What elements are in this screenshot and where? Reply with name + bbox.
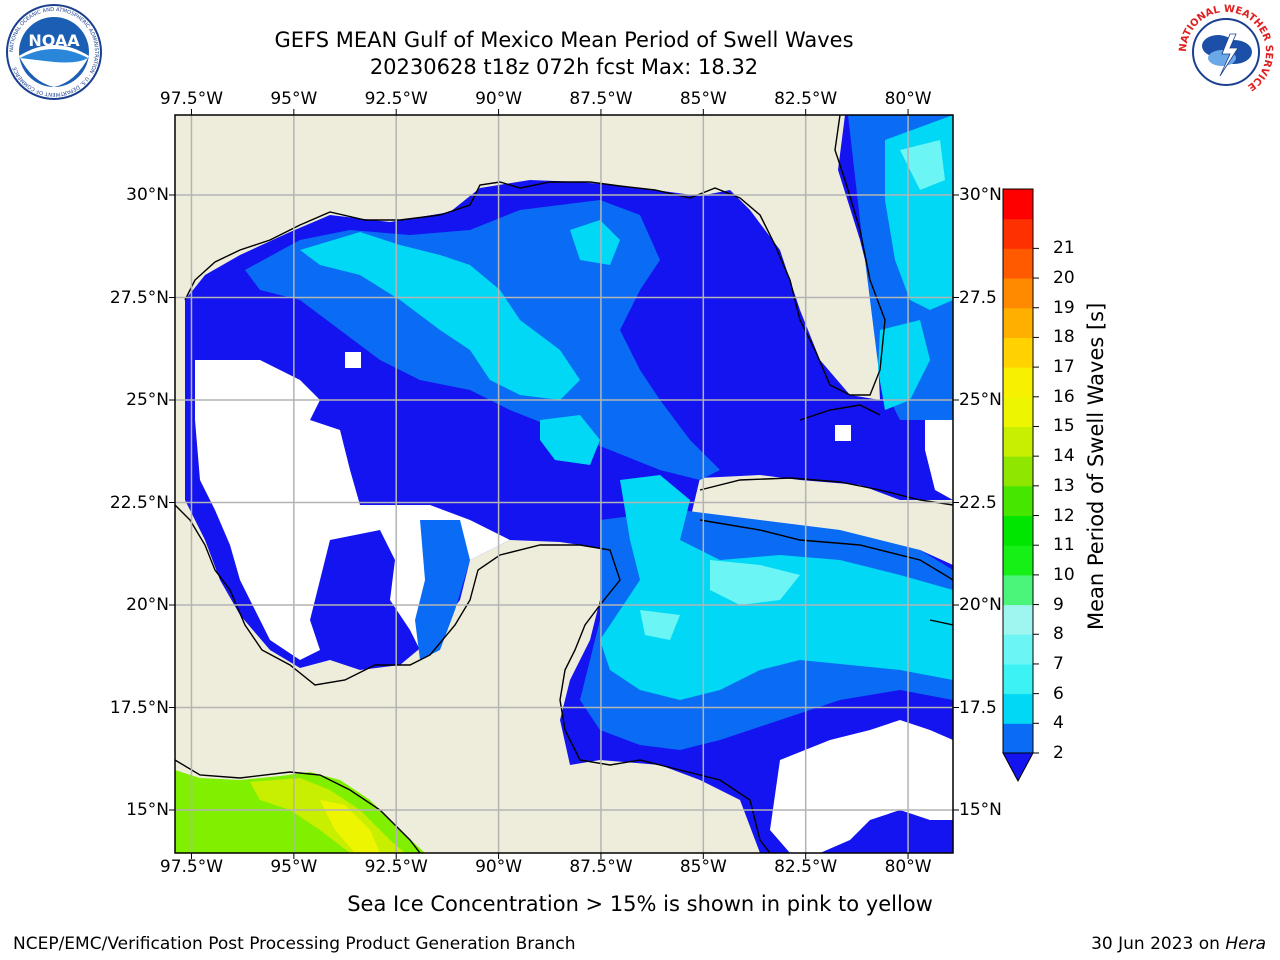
colorbar-segment	[1003, 307, 1033, 338]
x-tick-label-bottom: 95°W	[270, 857, 318, 877]
x-tick-label-bottom: 85°W	[679, 857, 727, 877]
x-tick-label-bottom: 97.5°W	[159, 857, 224, 877]
colorbar-segment	[1003, 545, 1033, 576]
chart-title: GEFS MEAN Gulf of Mexico Mean Period of …	[274, 28, 854, 52]
footer-date-text: 30 Jun 2023 on	[1091, 934, 1220, 954]
colorbar-tick-label: 21	[1053, 238, 1075, 259]
x-tick-label-top: 85°W	[679, 89, 727, 109]
colorbar-tick-label: 12	[1053, 505, 1075, 526]
colorbar-segment	[1003, 337, 1033, 368]
colorbar-segment	[1003, 456, 1033, 487]
colorbar-tick-label: 4	[1053, 713, 1064, 734]
colorbar-segment	[1003, 485, 1033, 517]
x-tick-label-top: 87.5°W	[569, 89, 633, 109]
swell-period-6-7s	[640, 140, 945, 640]
pacific-swell-field	[175, 770, 425, 853]
y-tick-label-right: 20°N	[959, 595, 1002, 615]
colorbar-segment	[1003, 218, 1033, 249]
colorbar-segment	[1003, 396, 1033, 427]
colorbar-segment	[1003, 426, 1033, 457]
y-tick-label-left: 20°N	[126, 595, 169, 615]
colorbar-segment	[1003, 604, 1033, 635]
y-tick-label-left: 15°N	[126, 800, 169, 820]
y-tick-label-left: 22.5°N	[109, 492, 169, 513]
colorbar-segment	[1003, 723, 1033, 754]
y-tick-label-left: 17.5°N	[109, 697, 169, 718]
x-tick-label-top: 82.5°W	[774, 89, 838, 109]
gridlines	[175, 115, 953, 853]
colorbar-tick-label: 13	[1053, 475, 1075, 496]
colorbar-tick-label: 10	[1053, 564, 1075, 585]
colorbar-segment	[1003, 515, 1033, 546]
colorbar-tick-label: 11	[1053, 535, 1075, 556]
noaa-logo: NOAA NATIONAL OCEANIC AND ATMOSPHERIC AD…	[6, 4, 102, 100]
nws-logo: NATIONAL WEATHER SERVICE	[1178, 4, 1274, 99]
colorbar-tick-label: 7	[1053, 653, 1064, 674]
colorbar-tick-label: 19	[1053, 297, 1075, 318]
colorbar-segment	[1003, 634, 1033, 665]
x-tick-label-bottom: 92.5°W	[364, 857, 428, 877]
colorbar-tick-label: 18	[1053, 327, 1075, 348]
colorbar-tick-label: 14	[1053, 446, 1075, 467]
footer-credit: NCEP/EMC/Verification Post Processing Pr…	[13, 934, 576, 954]
y-tick-label-right: 15°N	[959, 800, 1002, 820]
y-tick-label-right: 17.5	[959, 697, 997, 718]
colorbar-tick-label: 15	[1053, 416, 1075, 437]
x-tick-label-top: 90°W	[475, 89, 523, 109]
y-tick-label-left: 25°N	[126, 390, 169, 410]
colorbar-tick-label: 20	[1053, 268, 1075, 289]
x-tick-label-bottom: 87.5°W	[569, 857, 633, 877]
sea-ice-note: Sea Ice Concentration > 15% is shown in …	[347, 892, 933, 916]
y-tick-label-left: 27.5°N	[109, 287, 169, 308]
y-tick-label-right: 22.5	[959, 492, 997, 513]
map-frame	[174, 114, 954, 854]
colorbar-tick-label: 17	[1053, 357, 1075, 378]
colorbar-segment	[1003, 367, 1033, 398]
colorbar-segment	[1003, 189, 1033, 220]
tick-marks	[169, 109, 959, 859]
coastlines	[175, 115, 953, 853]
x-tick-label-top: 92.5°W	[364, 89, 428, 109]
svg-text:NOAA: NOAA	[28, 31, 80, 50]
chart-subtitle: 20230628 t18z 072h fcst Max: 18.32	[369, 55, 759, 79]
y-tick-label-right: 27.5	[959, 287, 997, 308]
y-tick-label-right: 30°N	[959, 185, 1002, 205]
x-tick-label-bottom: 90°W	[475, 857, 523, 877]
colorbar-frame	[1002, 188, 1034, 754]
footer-host: Hera	[1225, 934, 1266, 954]
y-tick-label-right: 25°N	[959, 390, 1002, 410]
colorbar-tick-label: 16	[1053, 386, 1075, 407]
colorbar-segment	[1003, 574, 1033, 606]
x-tick-label-top: 80°W	[884, 89, 932, 109]
colorbar-tick-label: 9	[1053, 594, 1064, 615]
colorbar-tick-label: 8	[1053, 624, 1064, 645]
colorbar-extend-triangle	[1002, 752, 1034, 783]
colorbar-segment	[1003, 663, 1033, 695]
footer-date: 30 Jun 2023 on Hera	[1091, 934, 1266, 954]
colorbar-tick-label: 2	[1053, 743, 1064, 763]
colorbar-segment	[1003, 693, 1033, 724]
colorbar-segment	[1003, 248, 1033, 279]
colorbar-label: Mean Period of Swell Waves [s]	[1084, 302, 1108, 630]
y-tick-label-left: 30°N	[126, 185, 169, 205]
x-tick-label-bottom: 82.5°W	[774, 857, 838, 877]
x-tick-label-top: 97.5°W	[159, 89, 224, 109]
colorbar-segment	[1003, 278, 1033, 309]
x-tick-label-bottom: 80°W	[884, 857, 932, 877]
colorbar-tick-label: 6	[1053, 683, 1064, 704]
x-tick-label-top: 95°W	[270, 89, 318, 109]
